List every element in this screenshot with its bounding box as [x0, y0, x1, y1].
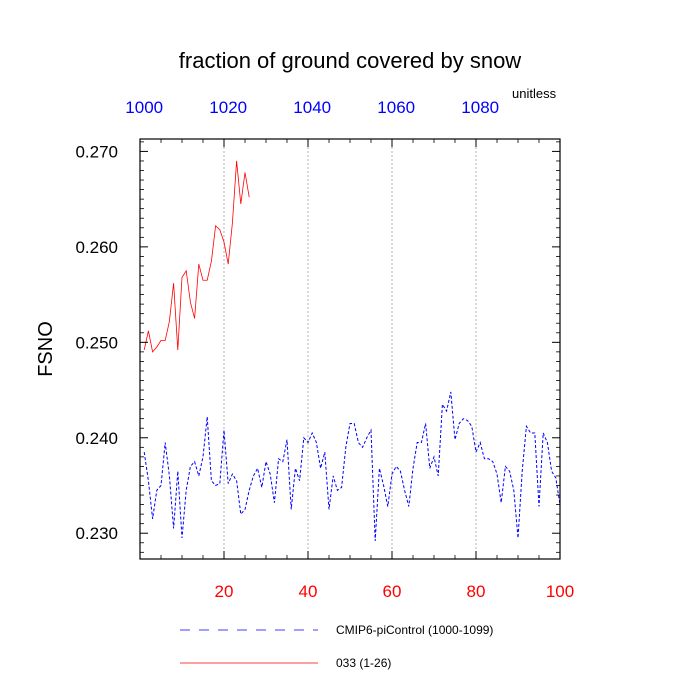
legend: CMIP6-piControl (1000-1099) 033 (1-26) — [180, 623, 493, 670]
series-line-piControl — [143, 391, 561, 541]
top-tick-label: 1060 — [377, 98, 415, 117]
series-group — [143, 160, 561, 541]
x-tick-label: 100 — [546, 582, 574, 601]
y-tick-label: 0.250 — [75, 333, 118, 352]
y-tick-label: 0.240 — [75, 429, 118, 448]
y-axis-label: FSNO — [35, 321, 57, 377]
grid-lines — [223, 139, 477, 559]
top-tick-label: 1040 — [293, 98, 331, 117]
top-tick-label: 1000 — [125, 98, 163, 117]
x-tick-label: 40 — [299, 582, 318, 601]
y-tick-label: 0.270 — [75, 142, 118, 161]
legend-label-033: 033 (1-26) — [336, 656, 391, 670]
y-tick-label: 0.230 — [75, 524, 118, 543]
plot-frame — [139, 138, 561, 560]
y-tick-label: 0.260 — [75, 238, 118, 257]
chart-title: fraction of ground covered by snow — [179, 48, 522, 73]
x-tick-label: 20 — [215, 582, 234, 601]
x-tick-label: 60 — [383, 582, 402, 601]
legend-label-piControl: CMIP6-piControl (1000-1099) — [336, 623, 493, 637]
top-tick-label: 1080 — [461, 98, 499, 117]
units-label: unitless — [512, 86, 557, 101]
axes: 20 40 60 80 100 1000 1020 1040 1060 1080 0.230 0.24… — [75, 98, 574, 601]
top-tick-label: 1020 — [209, 98, 247, 117]
x-tick-label: 80 — [467, 582, 486, 601]
series-line-033 — [143, 160, 250, 353]
